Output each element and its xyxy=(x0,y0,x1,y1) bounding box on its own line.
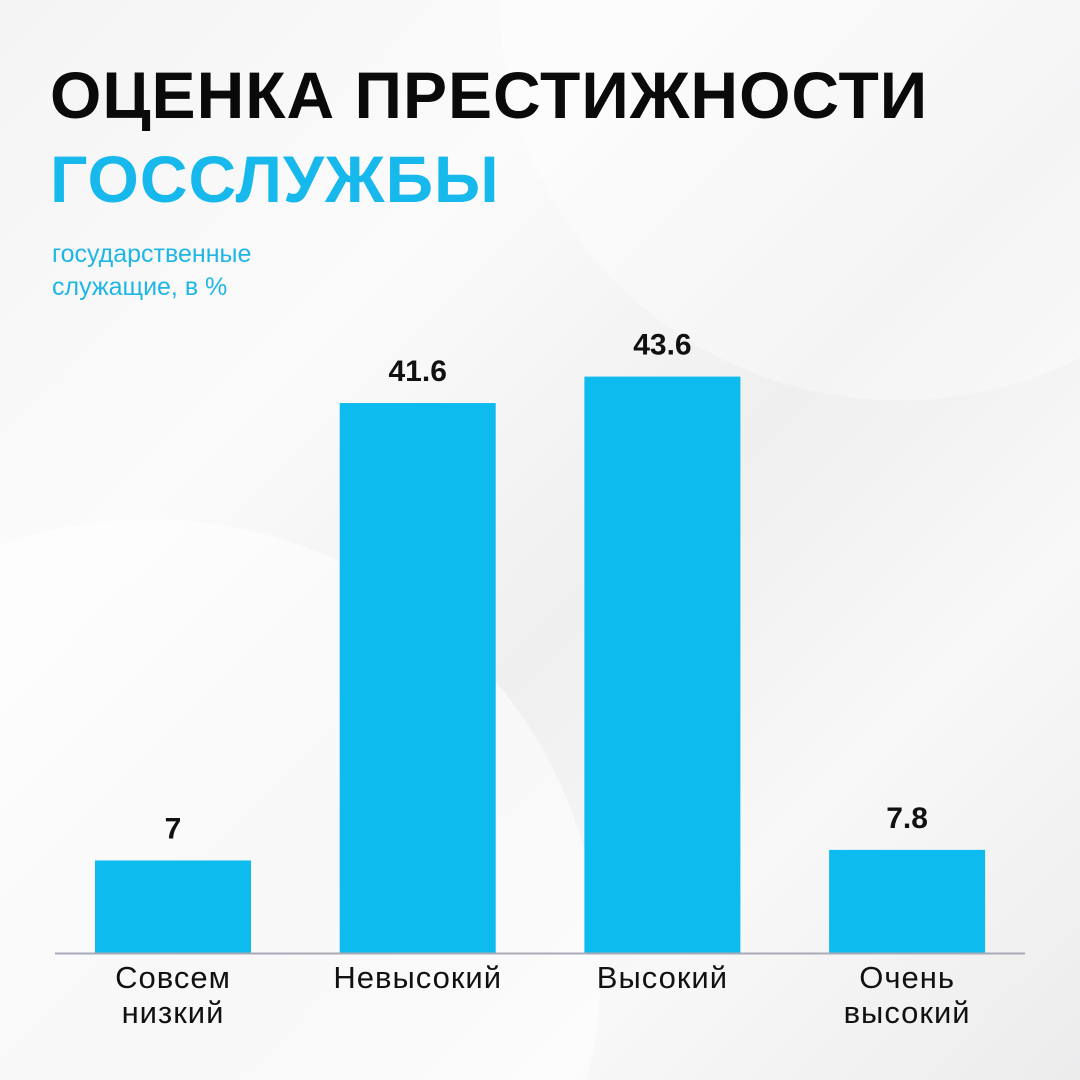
chart-title-line2: ГОССЛУЖБЫ xyxy=(50,142,500,216)
data-label: 43.6 xyxy=(633,329,691,362)
bar xyxy=(584,376,741,953)
chart-subtitle: государственные служащие, в % xyxy=(52,238,251,304)
bar xyxy=(829,849,986,953)
category-label: Невысокий xyxy=(333,960,502,995)
data-label: 7.8 xyxy=(886,802,928,835)
data-label: 41.6 xyxy=(389,355,447,388)
chart-title-line1: ОЦЕНКА ПРЕСТИЖНОСТИ xyxy=(50,58,929,132)
category-label: Очень xyxy=(859,960,955,995)
subtitle-line2: служащие, в % xyxy=(52,273,228,301)
category-label: Высокий xyxy=(597,960,728,995)
category-label: Совсем xyxy=(115,960,231,995)
bar xyxy=(95,860,251,953)
category-label: низкий xyxy=(122,995,225,1030)
data-label: 7 xyxy=(165,812,182,845)
bar xyxy=(339,403,496,954)
category-label: высокий xyxy=(844,995,971,1030)
subtitle-line1: государственные xyxy=(52,240,252,268)
